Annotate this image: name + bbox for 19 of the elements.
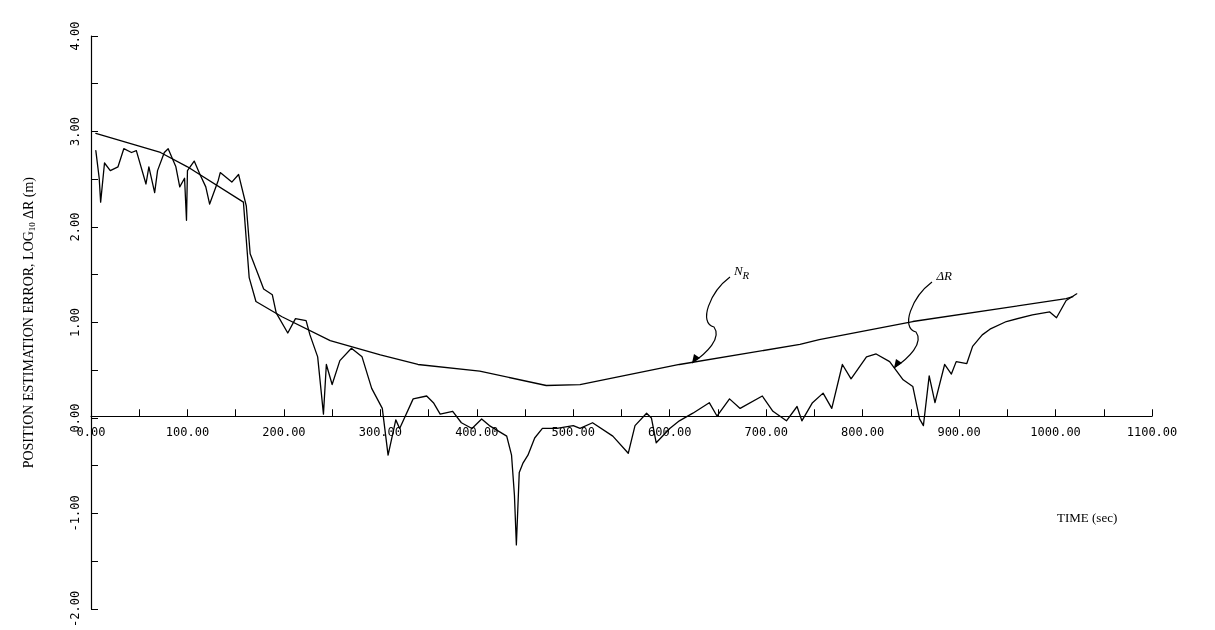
x-axis-title: TIME (sec)	[1057, 510, 1118, 526]
x-tick-label: 200.00	[262, 425, 306, 440]
y-tick-label: 3.00	[68, 117, 82, 146]
y-tick-label: -1.00	[68, 495, 82, 532]
y-tick-label: 2.00	[68, 212, 82, 242]
x-tick-label: 700.00	[744, 425, 788, 440]
y-tick-label: -2.00	[68, 590, 82, 627]
y-axis-title: POSITION ESTIMATION ERROR, LOG10 ΔR (m)	[21, 176, 37, 469]
x-tick-label: 1100.00	[1126, 425, 1178, 440]
annotation: ΔR	[936, 268, 953, 285]
y-tick-label: 4.00	[68, 21, 82, 51]
x-tick-label: 500.00	[551, 425, 595, 440]
y-tick-label: 1.00	[68, 308, 82, 337]
x-tick-label: 800.00	[840, 425, 885, 440]
x-tick-label: 100.00	[165, 425, 210, 440]
x-tick-label: 400.00	[455, 425, 499, 440]
x-tick-label: 900.00	[937, 425, 981, 440]
annotation: N$_{R}$	[733, 262, 750, 281]
x-tick-label: 1000.00	[1030, 425, 1081, 440]
